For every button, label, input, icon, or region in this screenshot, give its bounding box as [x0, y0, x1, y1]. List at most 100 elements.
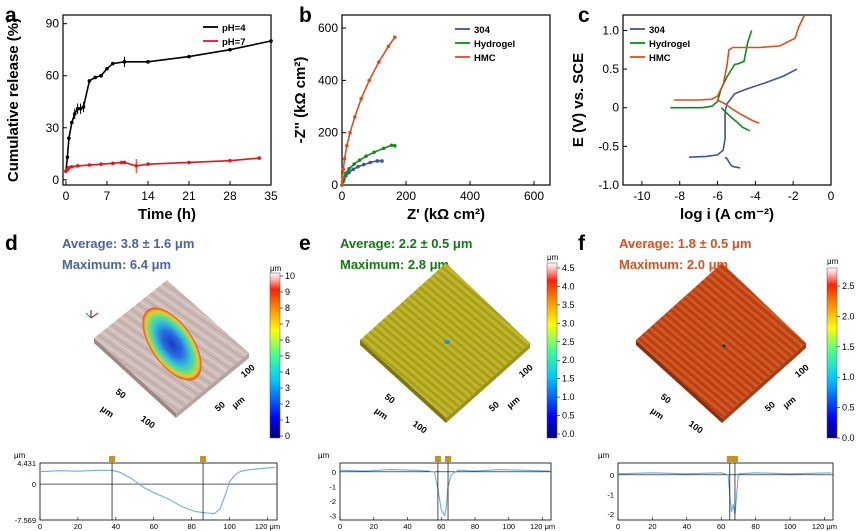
profile-cursor-handle[interactable]	[200, 456, 207, 462]
profile-plot-f: 0 20 40 60 80 100 120 μm 0 -1 -2	[607, 456, 837, 531]
data-point	[65, 155, 70, 160]
series-line-Hydrogel	[341, 144, 395, 186]
profile-x-tick-label: 80	[751, 522, 759, 531]
afm-surface-edge-e	[360, 340, 446, 423]
profile-line	[339, 469, 550, 518]
y-tick-label: 0	[52, 173, 59, 187]
profile-y-tick-label: 0	[610, 471, 614, 480]
maximum-roughness-f: Maximum: 2.0 μm	[619, 257, 728, 272]
profile-x-tick-label: 0	[616, 522, 620, 531]
profile-x-tick-label: 120 μm	[530, 522, 555, 531]
colorbar-tick-label: 1.5	[562, 374, 575, 384]
panel-letter-e: e	[299, 232, 311, 255]
colorbar-tick-label: 2	[285, 399, 290, 409]
legend-b: 304 Hydrogel HMC	[455, 25, 515, 64]
data-point	[228, 158, 232, 163]
legend-a: pH=4 pH=7	[203, 23, 246, 48]
profile-unit-d: μm	[14, 451, 26, 460]
legend-label-hydrogel-b: Hydrogel	[474, 39, 515, 50]
afm-axis-tick-f-100-left: 100	[687, 419, 705, 436]
profile-x-tick-label: 0	[38, 522, 42, 531]
data-point	[359, 96, 364, 101]
colorbar-tick-label: 2.5	[842, 281, 855, 291]
x-tick-label: 28	[223, 189, 237, 203]
profile-plot-e: 0 20 40 60 80 100 120 μm 0 -1 -2 -3	[329, 456, 555, 531]
profile-cursor-handle[interactable]	[434, 456, 441, 462]
afm-axis-unit-e-right: μm	[505, 394, 522, 410]
colorbar-tick-label: 3.5	[562, 300, 575, 310]
profile-x-tick-label: 120 μm	[812, 522, 837, 531]
profile-frame-d	[39, 462, 278, 521]
colorbar-tick-label: 7	[285, 319, 290, 329]
series-line-pH=4	[65, 40, 272, 172]
panel-f: f Average: 1.8 ± 0.5 μm Maximum: 2.0 μm …	[578, 232, 855, 531]
profile-unit-e: μm	[318, 451, 330, 460]
average-roughness-f: Average: 1.8 ± 0.5 μm	[619, 236, 751, 251]
series-group-a	[64, 39, 273, 173]
x-axis-label-b: Z' (kΩ cm²)	[407, 206, 485, 223]
colorbar-tick-label: 0.0	[562, 429, 575, 439]
panel-letter-b: b	[299, 4, 312, 27]
x-tick-label: -10	[633, 189, 651, 203]
data-point	[146, 162, 150, 166]
afm-surface-e	[360, 263, 530, 418]
panel-b: b 0 200 400 600 0 200 400 600 Z' (kΩ cm²) -Z'' …	[292, 4, 551, 223]
data-point	[111, 161, 115, 166]
axis-triad-icon	[85, 310, 99, 319]
profile-cursor-handle[interactable]	[109, 456, 116, 462]
profile-y-tick-label: 0	[32, 480, 36, 489]
afm-axis-unit-f-right: μm	[781, 394, 798, 410]
y-tick-label: 200	[318, 126, 338, 140]
profile-cursor-handle[interactable]	[445, 456, 452, 462]
profile-y-tick-label: -2	[607, 510, 614, 519]
legend-label-ph7: pH=7	[222, 37, 246, 48]
profile-x-tick-label: 40	[112, 522, 120, 531]
y-tick-label: 60	[46, 69, 60, 83]
data-point	[348, 130, 352, 135]
profile-y-tick-label: 0	[332, 468, 336, 477]
colorbar-tick-label: 1.0	[842, 372, 855, 382]
colorbar-tick-label: 4	[285, 367, 290, 377]
afm-axis-unit-d-left: μm	[99, 404, 116, 420]
data-point	[361, 162, 366, 167]
y-axis-label-c: E (V) vs. SCE	[570, 53, 587, 147]
profile-x-tick-label: 40	[683, 522, 691, 531]
y-tick-label: 0	[331, 178, 338, 192]
colorbar-tick-label: 2.0	[842, 311, 855, 321]
data-point	[119, 160, 124, 165]
data-point	[67, 165, 71, 170]
data-point	[345, 143, 349, 148]
colorbar-tick-label: 0.5	[562, 411, 575, 421]
colorbar-tick-label: 8	[285, 303, 290, 313]
profile-x-tick-label: 100	[503, 522, 516, 531]
profile-x-tick-label: 60	[150, 522, 158, 531]
profile-cursor-handle[interactable]	[731, 456, 738, 462]
data-point	[105, 66, 109, 71]
x-tick-label: 14	[141, 189, 155, 203]
afm-axis-tick-f-50-left: 50	[659, 392, 673, 406]
colorbar-tick-label: 3.0	[562, 318, 575, 328]
colorbar-tick-label: 1.5	[842, 342, 855, 352]
average-roughness-e: Average: 2.2 ± 0.5 μm	[340, 236, 472, 251]
x-tick-label: 0	[828, 189, 835, 203]
series-line-304	[689, 68, 798, 158]
y-tick-label: 0.5	[602, 62, 619, 76]
data-point	[67, 136, 71, 140]
data-point	[389, 143, 394, 148]
data-point	[146, 60, 150, 64]
data-point	[351, 167, 356, 172]
data-point	[99, 162, 103, 166]
data-point	[368, 160, 372, 165]
profile-unit-f: μm	[598, 451, 610, 460]
colorbar-ticks-f: 2.5 2.0 1.5 1.0 0.5 0.0	[837, 281, 855, 443]
afm-surface-edge-right-d	[176, 353, 249, 418]
series-line-Hydrogel-cathodic	[720, 107, 751, 132]
profile-cursor-handle[interactable]	[726, 456, 733, 462]
data-point	[87, 163, 92, 167]
panel-c: c -10 -8 -6 -4 -2 0 -1.0 -0.5 0 0.5 1.0 log i (A c…	[570, 4, 835, 223]
colorbar-tick-label: 2.5	[562, 337, 575, 347]
y-tick-label: 1.0	[602, 23, 619, 37]
